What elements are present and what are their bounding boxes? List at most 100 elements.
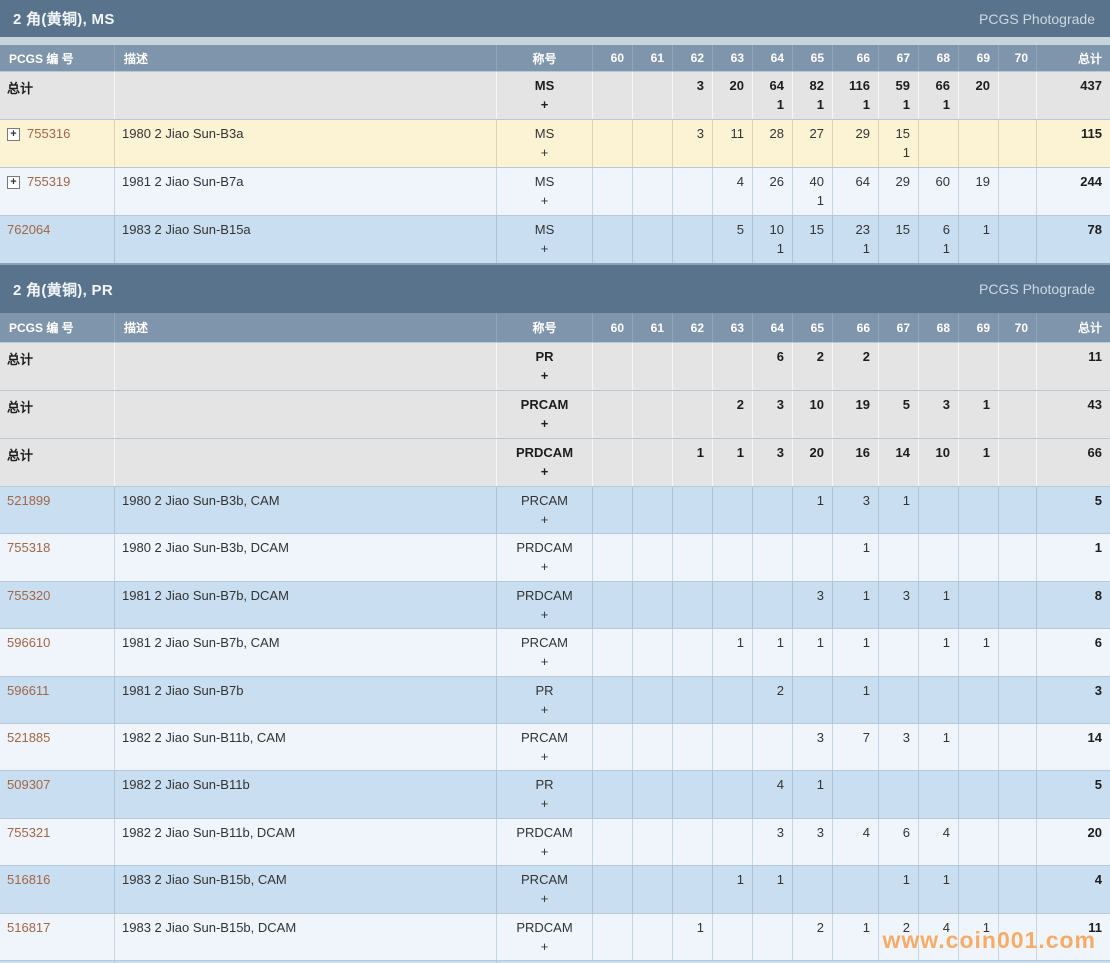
grade-69-count-cell <box>959 723 999 771</box>
column-header-grade-61: 61 <box>633 45 673 71</box>
table-column-header: PCGS 编 号描述 称号 60 61 62 63 64 65 66 67 68 69 70 总计 <box>0 313 1110 342</box>
designation-label: MS <box>534 174 555 189</box>
grade-66-count-cell: 116 1 <box>833 72 879 119</box>
grade-count: 1 <box>776 635 784 651</box>
pcgs-number-link[interactable]: 516816 <box>7 872 51 888</box>
grade-62-count-cell <box>673 771 713 818</box>
grade-67-count-cell <box>879 676 919 723</box>
grade-61-count-cell <box>633 866 673 913</box>
plus-designation-label: + <box>540 748 549 764</box>
grade-69-count-cell: 20 <box>959 72 999 119</box>
pcgs-number-cell: 521899 <box>0 487 115 534</box>
table-row[interactable]: 521899 1980 2 Jiao Sun-B3b, CAM PRCAM +1 3 1 5 <box>0 486 1110 534</box>
table-row[interactable]: +755319 1981 2 Jiao Sun-B7a MS +4 26 40 1 64 29 6… <box>0 167 1110 215</box>
table-row[interactable]: 755321 1982 2 Jiao Sun-B11b, DCAM PRDCAM +3… <box>0 817 1110 866</box>
grade-count: 1 <box>696 919 704 935</box>
grade-69-count-cell: 1 <box>959 391 999 438</box>
grade-64-count-cell: 26 <box>753 168 793 215</box>
grade-70-count-cell <box>999 168 1037 215</box>
photograde-link[interactable]: PCGS Photograde <box>979 10 1095 27</box>
designation-cell: MS + <box>497 120 593 167</box>
grade-65-count-cell <box>793 676 833 723</box>
grade-count: 4 <box>942 919 950 935</box>
pcgs-number-link[interactable]: 762064 <box>7 222 51 237</box>
pcgs-number-cell: +755319 <box>0 168 115 215</box>
pcgs-number-link[interactable]: 596611 <box>7 682 50 698</box>
grade-count: 23 <box>855 222 870 237</box>
grade-69-count-cell <box>959 866 999 913</box>
plus-designation-label: + <box>540 241 549 256</box>
coin-description: 1981 2 Jiao Sun-B7b <box>115 676 497 723</box>
grade-67-count-cell: 1 <box>879 487 919 534</box>
pcgs-number-link[interactable]: 755320 <box>7 587 51 603</box>
grade-68-count-cell: 1 <box>919 866 959 913</box>
grade-68-count-cell: 10 <box>919 439 959 486</box>
table-row[interactable]: 596610 1981 2 Jiao Sun-B7b, CAM PRCAM +1 1 1 1… <box>0 628 1110 676</box>
pcgs-number-link[interactable]: 755316 <box>27 126 71 141</box>
grade-69-count-cell <box>959 771 999 818</box>
grade-70-count-cell <box>999 629 1037 676</box>
pcgs-number-link[interactable]: 509307 <box>7 777 51 793</box>
grade-64-count-cell: 10 1 <box>753 216 793 263</box>
pcgs-number-link[interactable]: 755318 <box>7 540 51 556</box>
row-total-value: 11 <box>1088 919 1102 935</box>
table-row[interactable]: 596611 1981 2 Jiao Sun-B7b PR +2 1 3 <box>0 675 1110 723</box>
grade-60-count-cell <box>593 771 633 818</box>
grade-67-count-cell: 15 1 <box>879 120 919 167</box>
row-total-value: 11 <box>1088 349 1102 364</box>
pcgs-number-link[interactable]: 516817 <box>7 919 51 935</box>
row-total-value: 1 <box>1094 540 1102 556</box>
table-row[interactable]: 755318 1980 2 Jiao Sun-B3b, DCAM PRDCAM +1 1 <box>0 533 1110 581</box>
grade-count: 15 <box>895 126 910 141</box>
row-total-cell: 20 <box>1037 819 1110 865</box>
designation-cell: PRCAM + <box>497 629 593 676</box>
expand-icon[interactable]: + <box>7 128 20 141</box>
table-row[interactable]: 755320 1981 2 Jiao Sun-B7b, DCAM PRDCAM +3 1… <box>0 580 1110 629</box>
grade-count: 66 <box>935 78 950 93</box>
grade-67-count-cell: 3 <box>879 723 919 771</box>
pcgs-number-link[interactable]: 596610 <box>7 635 51 651</box>
column-header-grade-63: 63 <box>713 45 753 71</box>
designation-label: PRCAM <box>521 872 568 888</box>
pcgs-number-link[interactable]: 755321 <box>7 824 51 840</box>
grade-count: 11 <box>730 126 745 141</box>
pcgs-number-cell: 总计 <box>0 72 115 119</box>
pcgs-number-link[interactable]: 521885 <box>7 729 51 745</box>
table-row[interactable]: 516817 1983 2 Jiao Sun-B15b, DCAM PRDCAM +1… <box>0 912 1110 960</box>
row-total-value: 20 <box>1087 824 1102 840</box>
plus-grade-count: 1 <box>816 193 824 208</box>
grade-70-count-cell <box>999 534 1037 581</box>
table-row[interactable]: 521885 1982 2 Jiao Sun-B11b, CAM PRCAM +3 7 3… <box>0 722 1110 771</box>
grade-60-count-cell <box>593 343 633 390</box>
grade-65-count-cell: 3 <box>793 723 833 771</box>
grade-65-count-cell: 20 <box>793 439 833 486</box>
row-total-value: 244 <box>1080 174 1102 189</box>
grade-69-count-cell <box>959 534 999 581</box>
grade-69-count-cell: 1 <box>959 439 999 486</box>
photograde-link[interactable]: PCGS Photograde <box>979 281 1095 297</box>
row-total-cell: 1 <box>1037 534 1110 580</box>
grade-67-count-cell <box>879 629 919 676</box>
table-row[interactable]: 516816 1983 2 Jiao Sun-B15b, CAM PRCAM +1 1 1… <box>0 865 1110 913</box>
grade-69-count-cell <box>959 676 999 723</box>
grade-64-count-cell: 3 <box>753 391 793 438</box>
table-row[interactable]: 762064 1983 2 Jiao Sun-B15a MS +5 10 1 15 23 1 15… <box>0 215 1110 263</box>
grade-61-count-cell <box>633 676 673 723</box>
designation-label: PRCAM <box>521 493 568 508</box>
grade-61-count-cell <box>633 534 673 581</box>
grade-63-count-cell: 1 <box>713 866 753 913</box>
grade-70-count-cell <box>999 216 1037 263</box>
pcgs-number-cell: 总计 <box>0 439 115 486</box>
pcgs-number-link[interactable]: 521899 <box>7 493 51 508</box>
table-row[interactable]: 509307 1982 2 Jiao Sun-B11b PR +4 1 5 <box>0 770 1110 818</box>
table-row[interactable]: +755316 1980 2 Jiao Sun-B3a MS +3 11 28 27 29 15… <box>0 119 1110 167</box>
grade-68-count-cell <box>919 343 959 390</box>
grade-66-count-cell: 1 <box>833 534 879 581</box>
expand-icon[interactable]: + <box>7 176 20 189</box>
grade-69-count-cell: 1 <box>959 216 999 263</box>
grade-count: 1 <box>942 587 950 603</box>
grade-64-count-cell: 64 1 <box>753 72 793 119</box>
pcgs-number-link[interactable]: 755319 <box>27 174 71 189</box>
grade-61-count-cell <box>633 391 673 438</box>
grade-68-count-cell: 3 <box>919 391 959 438</box>
